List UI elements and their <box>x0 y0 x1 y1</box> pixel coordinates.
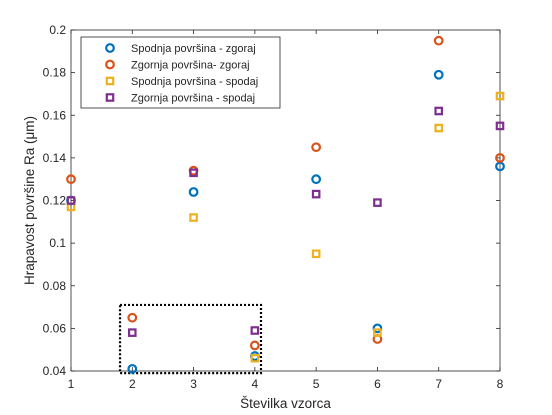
data-point-series-1 <box>433 69 444 80</box>
legend: Spodnja površina - zgoraj Zgornja površin… <box>80 36 281 109</box>
y-axis-label: Hrapavost površine Ra (μm) <box>22 116 37 285</box>
data-points <box>66 35 505 374</box>
highlight-box-layer <box>118 303 263 375</box>
data-point-series-2 <box>433 35 444 46</box>
data-point-series-1 <box>188 187 199 197</box>
x-axis-label: Številka vzorca <box>240 396 331 411</box>
y-tick-label: 0.2 <box>49 23 66 37</box>
data-point-series-1 <box>127 363 138 374</box>
x-tick-label: 8 <box>497 377 504 391</box>
data-point-series-2 <box>495 152 505 163</box>
y-tick-label: 0.1 <box>49 236 66 250</box>
legend-marker <box>105 59 115 70</box>
data-point-series-4 <box>127 328 137 337</box>
legend-marker <box>105 76 115 86</box>
data-point-series-2 <box>127 312 138 323</box>
data-point-series-4 <box>66 196 76 205</box>
y-tick-label: 0.14 <box>43 151 67 165</box>
data-point-series-1 <box>311 174 322 185</box>
x-tick-label: 1 <box>68 377 75 391</box>
legend-marker <box>105 43 115 53</box>
data-point-series-2 <box>66 174 76 185</box>
data-point-series-3 <box>434 123 444 133</box>
legend-label: Spodnja površina - spodaj <box>131 76 258 88</box>
legend-label: Zgornja površina - spodaj <box>131 93 255 105</box>
data-point-series-4 <box>434 106 444 116</box>
data-point-series-3 <box>250 353 260 363</box>
data-point-series-3 <box>495 91 505 101</box>
x-tick-label: 4 <box>252 377 259 391</box>
x-tick-label: 2 <box>129 377 136 391</box>
y-tick-label: 0.18 <box>43 66 67 80</box>
x-tick-label: 6 <box>374 377 381 391</box>
data-point-series-4 <box>495 121 505 131</box>
data-point-series-4 <box>189 168 198 178</box>
legend-marker <box>105 93 115 102</box>
x-axis: 1 2 3 4 5 6 7 8 <box>68 30 504 391</box>
legend-label: Spodnja površina - zgoraj <box>131 43 256 55</box>
y-tick-label: 0.08 <box>43 279 67 293</box>
data-point-series-4 <box>250 326 260 335</box>
x-tick-label: 3 <box>190 377 197 391</box>
x-tick-label: 7 <box>435 377 442 391</box>
data-point-series-2 <box>311 142 322 153</box>
data-point-series-3 <box>311 249 321 259</box>
data-point-series-3 <box>373 328 382 337</box>
y-tick-label: 0.04 <box>43 364 67 378</box>
data-point-series-4 <box>311 189 321 199</box>
data-point-series-4 <box>373 198 382 207</box>
data-point-series-3 <box>189 213 198 222</box>
x-tick-label: 5 <box>313 377 320 391</box>
highlight-box <box>118 303 263 375</box>
y-tick-label: 0.16 <box>43 108 67 122</box>
legend-label: Zgornja površina- zgoraj <box>131 60 250 72</box>
data-point-series-2 <box>249 340 260 351</box>
y-axis: 0.04 0.06 0.08 0.1 0.12 0.14 0.16 0.18 0.2 <box>43 23 500 378</box>
y-tick-label: 0.12 <box>43 194 67 208</box>
y-tick-label: 0.06 <box>43 321 67 335</box>
